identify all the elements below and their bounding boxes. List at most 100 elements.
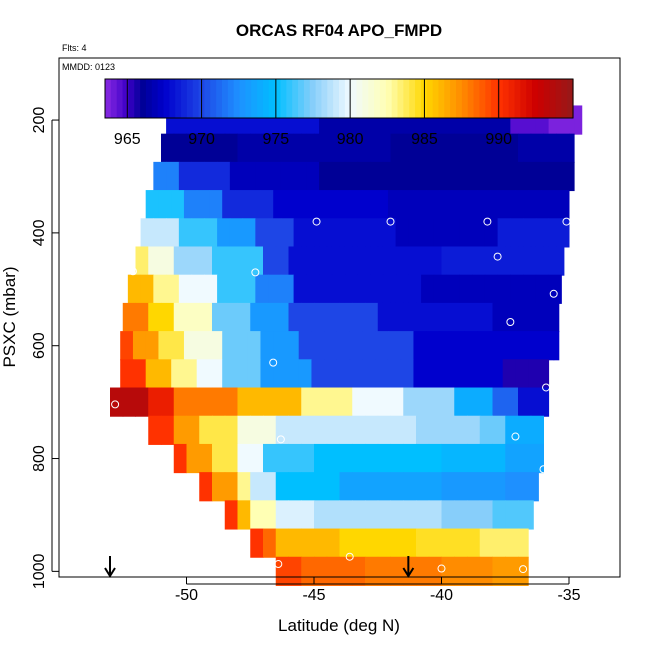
heatmap-cell xyxy=(260,331,274,361)
heatmap-cell xyxy=(275,472,289,502)
heatmap-cell xyxy=(416,302,430,333)
colorbar-strip xyxy=(415,79,422,118)
heatmap-cell xyxy=(132,331,147,361)
heatmap-cell xyxy=(344,274,358,304)
heatmap-cell xyxy=(365,443,379,474)
heatmap-cell xyxy=(403,133,417,163)
heatmap-cell xyxy=(403,500,417,530)
y-tick-label: 200 xyxy=(31,107,48,134)
colorbar-ticks: 965 970 975 980 985 990 xyxy=(114,131,512,148)
heatmap-cell xyxy=(178,161,193,192)
colorbar-strip xyxy=(210,79,217,118)
colorbar-strip xyxy=(567,79,574,118)
heatmap-cell xyxy=(390,472,404,502)
heatmap-cell xyxy=(408,274,422,304)
heatmap-cell xyxy=(288,556,302,586)
heatmap-cell xyxy=(255,274,269,304)
heatmap-cell xyxy=(403,246,417,276)
heatmap-cell xyxy=(326,246,340,276)
heatmap-cell xyxy=(377,387,391,417)
sample-point xyxy=(493,252,502,261)
heatmap-cell xyxy=(375,359,389,389)
heatmap-rows xyxy=(110,105,583,586)
heatmap-cell xyxy=(518,387,532,417)
heatmap-cell xyxy=(326,556,340,586)
x-tick-label: -35 xyxy=(557,587,580,604)
heatmap-cell xyxy=(120,331,134,361)
heatmap-cell xyxy=(311,331,325,361)
heatmap-cell xyxy=(370,274,384,304)
heatmap-cell xyxy=(515,190,529,220)
heatmap-cell xyxy=(352,472,366,502)
heatmap-cell xyxy=(324,359,338,389)
heatmap-cell xyxy=(548,274,562,304)
colorbar-strip xyxy=(555,79,562,118)
heatmap-cell xyxy=(390,246,404,276)
heatmap-cell xyxy=(301,500,315,530)
heatmap-cell xyxy=(242,218,256,248)
heatmap-cell xyxy=(467,133,481,163)
heatmap-cell xyxy=(349,331,363,361)
colorbar-strip xyxy=(543,79,551,118)
heatmap-cell xyxy=(400,190,414,220)
heatmap-cell xyxy=(428,415,442,445)
heatmap-cell xyxy=(365,472,379,502)
heatmap-cell xyxy=(489,190,504,220)
heatmap-cell xyxy=(293,218,307,248)
heatmap-cell xyxy=(505,302,519,333)
heatmap-cell xyxy=(161,246,175,276)
x-axis: -50 -45 -40 -35 xyxy=(175,577,581,604)
arrow-marker xyxy=(402,556,415,578)
heatmap-cell xyxy=(416,246,430,276)
colorbar-strip xyxy=(151,79,159,118)
heatmap-cell xyxy=(263,246,277,276)
heatmap-cell xyxy=(314,528,328,558)
heatmap-cell xyxy=(523,218,537,248)
colorbar-tick-label: 965 xyxy=(114,131,141,148)
heatmap-cell xyxy=(145,190,159,220)
heatmap-cell xyxy=(229,274,244,304)
heatmap-cell xyxy=(433,274,448,304)
heatmap-cell xyxy=(199,302,213,333)
heatmap-cell xyxy=(237,302,251,333)
heatmap-cell xyxy=(186,246,200,276)
sample-point xyxy=(276,435,285,444)
colorbar-strip xyxy=(444,79,451,118)
heatmap-cell xyxy=(161,415,175,445)
heatmap-cell xyxy=(247,190,261,220)
colorbar-strip xyxy=(432,79,440,118)
heatmap-cell xyxy=(352,443,366,474)
heatmap-cell xyxy=(370,218,384,248)
heatmap-cell xyxy=(433,161,448,192)
heatmap-cell xyxy=(548,218,562,248)
heatmap-cell xyxy=(566,190,570,220)
colorbar-strip xyxy=(526,79,533,118)
heatmap-cell xyxy=(451,359,465,389)
heatmap-cell xyxy=(204,274,218,304)
colorbar-strip xyxy=(374,79,381,118)
heatmap-cell xyxy=(324,331,338,361)
heatmap-cell xyxy=(250,387,264,417)
heatmap-cell xyxy=(421,161,435,192)
colorbar-strip xyxy=(327,79,334,118)
heatmap-cell xyxy=(467,472,481,502)
colorbar-strip xyxy=(315,79,323,118)
heatmap-cell xyxy=(377,472,391,502)
heatmap-cell xyxy=(518,472,532,502)
heatmap-cell xyxy=(161,387,175,417)
heatmap-cell xyxy=(446,274,460,304)
heatmap-cell xyxy=(196,190,210,220)
heatmap-cell xyxy=(209,190,223,220)
heatmap-cell xyxy=(421,274,435,304)
heatmap-cell xyxy=(319,161,333,192)
colorbar-strip xyxy=(186,79,194,118)
heatmap-cell xyxy=(472,161,486,192)
heatmap-cell xyxy=(153,274,167,304)
heatmap-cell xyxy=(390,387,404,417)
heatmap-cell xyxy=(212,133,226,163)
heatmap-cell xyxy=(467,415,481,445)
heatmap-cell xyxy=(454,387,468,417)
heatmap-cell xyxy=(459,161,473,192)
heatmap-cell xyxy=(395,274,409,304)
heatmap-cell xyxy=(421,218,435,248)
